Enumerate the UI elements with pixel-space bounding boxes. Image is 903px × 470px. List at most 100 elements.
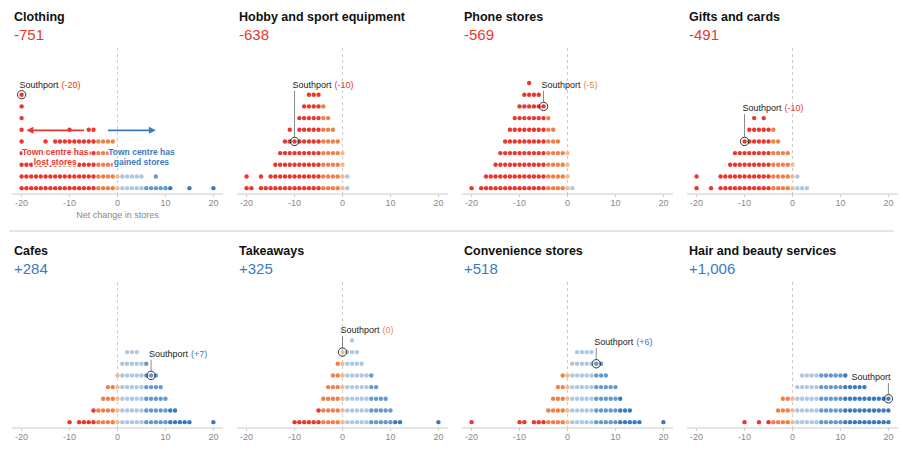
dot [101,397,105,401]
dot [805,408,809,412]
dot [570,420,574,424]
dot [522,420,526,424]
dot [575,362,579,366]
dot [556,174,560,178]
dot [350,373,354,377]
dot [551,128,555,132]
dot [551,139,555,143]
annotation-label: Southport [743,103,783,113]
panel-title: Takeaways [239,244,304,258]
x-tick [21,194,22,197]
dot [316,420,320,424]
x-tick [69,428,70,431]
dot [158,186,162,190]
dot [541,128,545,132]
dot [297,128,301,132]
x-tick-label: -20 [240,198,253,208]
dot [517,128,521,132]
annotation-leader [888,383,889,394]
dot [853,385,857,389]
dot [771,163,775,167]
dot [321,420,325,424]
dot [288,151,292,155]
x-tick-label: 10 [160,198,170,208]
dot [331,163,335,167]
dot [312,128,316,132]
dot [87,139,91,143]
dot [833,385,837,389]
dot [493,174,497,178]
dots [469,81,574,191]
dot [19,163,23,167]
dot [872,420,876,424]
dot [853,420,857,424]
dot [489,174,493,178]
panel: Hair and beauty services+1,006-20-100102… [687,244,898,442]
dot [316,104,320,108]
dot [336,373,340,377]
dot [369,408,373,412]
dot [742,174,746,178]
dot [881,408,885,412]
dot [19,93,23,97]
dot [508,186,512,190]
dot [718,174,722,178]
dot [350,397,354,401]
dot [19,128,23,132]
dot [771,420,775,424]
dot [790,163,794,167]
dot [139,362,143,366]
annotation-leader [151,360,152,371]
dot [537,151,541,155]
dot [522,93,526,97]
dot [139,186,143,190]
dot [87,174,91,178]
dot [96,139,100,143]
dot [752,116,756,120]
dot [374,397,378,401]
dot [522,139,526,143]
annotation-label: Southport [851,372,891,382]
dot [312,186,316,190]
dot [340,373,344,377]
dot [824,408,828,412]
dot [532,151,536,155]
dot [575,408,579,412]
dot [604,373,608,377]
dot [101,186,105,190]
dot [694,186,698,190]
x-tick [246,194,247,197]
dot [776,163,780,167]
dot [580,397,584,401]
dot [58,139,62,143]
x-tick-label: 20 [208,198,218,208]
dot [795,186,799,190]
dot [805,397,809,401]
dot [72,174,76,178]
x-tick [21,428,22,431]
dot [91,151,95,155]
dot [379,397,383,401]
dot [321,408,325,412]
dot [158,420,162,424]
dot [91,408,95,412]
dot [336,420,340,424]
x-tick-label: 0 [565,432,570,442]
dot [771,174,775,178]
dot [833,397,837,401]
dot [575,397,579,401]
dot [101,408,105,412]
dot [838,420,842,424]
highlight-ring [884,395,892,403]
dot [187,186,191,190]
dot [125,397,129,401]
dot [503,163,507,167]
dot [312,93,316,97]
dot [565,420,569,424]
dot [369,373,373,377]
dot [580,350,584,354]
dot [43,174,47,178]
highlight-ring [290,137,298,145]
dot [288,163,292,167]
dot [551,163,555,167]
